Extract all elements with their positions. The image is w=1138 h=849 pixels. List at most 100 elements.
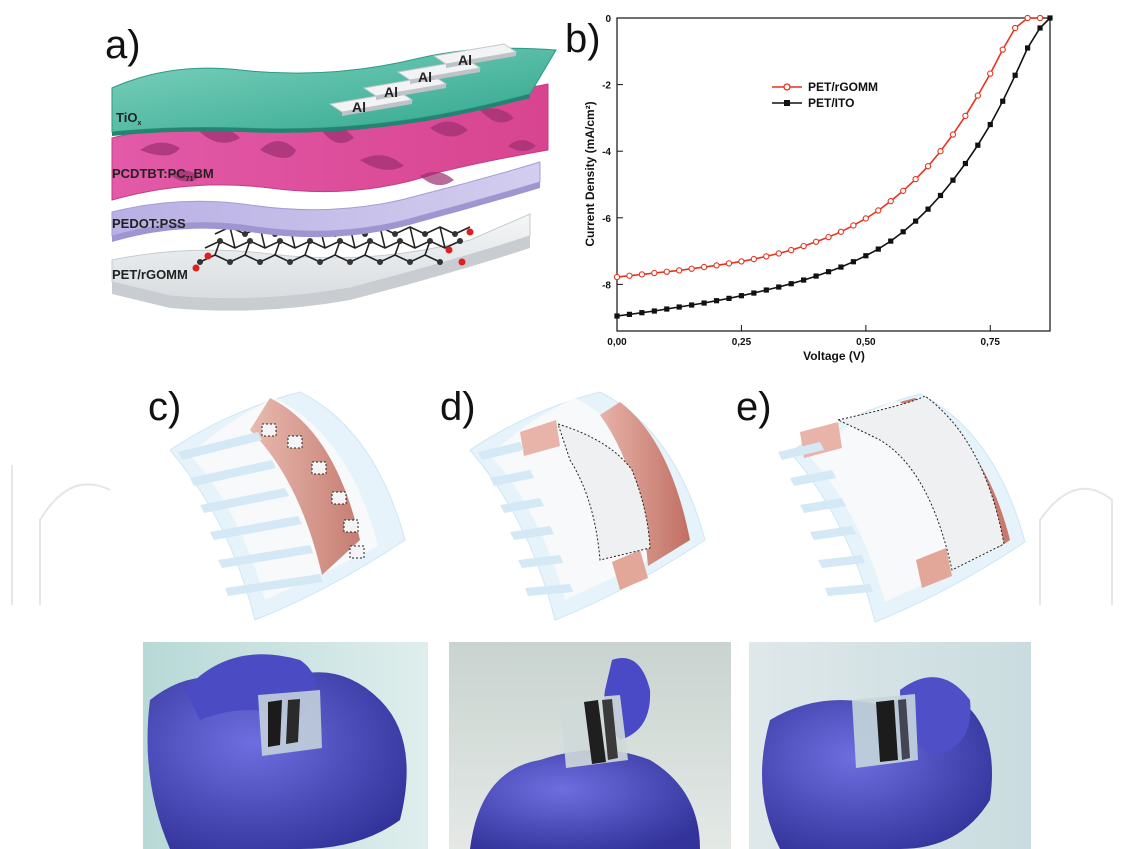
al-label-3: Al	[418, 69, 432, 85]
panel-label-c: c)	[148, 385, 181, 429]
x-tick-label: 0,50	[856, 337, 876, 348]
al-electrodes: Al Al Al Al	[328, 43, 518, 116]
data-point-0	[812, 238, 820, 245]
panel-c-drawing: c)	[148, 385, 406, 621]
data-point-0	[763, 253, 770, 260]
data-point-1	[801, 277, 807, 283]
data-point-1	[950, 177, 956, 183]
data-point-1	[850, 259, 857, 265]
device-e	[852, 694, 918, 768]
data-point-1	[875, 246, 881, 252]
data-point-0	[750, 255, 758, 263]
data-point-0	[837, 228, 845, 235]
data-point-1	[664, 306, 670, 312]
data-point-1	[776, 284, 782, 290]
data-point-1	[689, 302, 695, 308]
legend-label-rgomm: PET/rGOMM	[808, 80, 878, 94]
data-point-1	[888, 238, 894, 244]
panel-label-a: a)	[105, 23, 141, 67]
pedot-layer	[111, 161, 541, 242]
device-c	[258, 690, 322, 756]
data-point-1	[1047, 15, 1053, 21]
data-point-0	[862, 215, 870, 222]
data-point-0	[713, 262, 720, 269]
legend-item-ito: PET/ITO	[772, 96, 854, 110]
data-point-0	[613, 273, 621, 281]
data-point-0	[638, 271, 646, 278]
data-point-1	[1037, 25, 1043, 31]
al-label-2: Al	[384, 84, 398, 100]
device-d	[560, 695, 628, 768]
data-point-0	[987, 70, 994, 77]
data-point-0	[949, 131, 957, 138]
data-point-0	[937, 148, 944, 155]
x-tick-label: 0,00	[607, 337, 627, 348]
data-point-1	[639, 310, 645, 316]
data-point-0	[1024, 14, 1031, 22]
data-point-0	[1012, 24, 1019, 32]
data-point-1	[937, 192, 944, 199]
data-point-1	[651, 308, 657, 314]
y-axis-title: Current Density (mA/cm²)	[583, 101, 597, 246]
y-ticks: 0 -2 -4 -6 -8	[602, 14, 623, 291]
y-tick-label: -8	[602, 280, 611, 291]
legend-label-ito: PET/ITO	[808, 96, 854, 110]
legend-marker-rgomm	[783, 83, 791, 91]
data-point-1	[751, 290, 757, 296]
graphene-atoms	[197, 231, 463, 265]
data-point-1	[626, 311, 633, 317]
data-point-1	[975, 142, 981, 148]
data-point-0	[788, 246, 795, 254]
data-point-0	[676, 267, 683, 274]
data-point-1	[900, 229, 906, 235]
legend-item-rgomm: PET/rGOMM	[772, 80, 878, 94]
data-point-1	[1000, 98, 1006, 104]
data-point-0	[775, 250, 782, 257]
layer-label-tiox: TiOx	[116, 110, 141, 127]
data-point-0	[738, 258, 745, 265]
data-point-0	[924, 163, 932, 170]
data-point-1	[987, 121, 993, 128]
series-layer	[613, 14, 1053, 319]
data-point-0	[887, 197, 894, 205]
layer-label-pedot: PEDOT:PSS	[112, 216, 186, 231]
data-point-0	[999, 46, 1006, 53]
legend: PET/rGOMM PET/ITO	[772, 80, 878, 110]
data-point-0	[688, 265, 695, 272]
data-point-0	[900, 187, 907, 194]
data-point-1	[1025, 45, 1031, 51]
photo-e	[749, 642, 1031, 849]
y-tick-label: -2	[602, 81, 611, 92]
y-tick-label: 0	[605, 14, 611, 25]
panel-a-schematic: a) PET/rGOMM PEDOT:PSS	[105, 23, 557, 311]
data-point-1	[788, 281, 794, 287]
data-point-0	[626, 272, 633, 279]
data-point-1	[838, 264, 844, 270]
data-point-0	[974, 92, 981, 99]
x-axis-title: Voltage (V)	[803, 349, 865, 363]
plot-frame	[616, 17, 1051, 332]
x-tick-label: 0,75	[981, 337, 1001, 348]
data-point-0	[1036, 14, 1044, 22]
data-point-0	[725, 260, 733, 267]
legend-marker-ito	[784, 100, 790, 106]
panel-label-e: e)	[736, 385, 772, 429]
watermark	[11, 465, 1113, 605]
panel-b-chart: b) 0,00 0,25 0,50 0,75 0 -2 -4 -6 -8 Voltage (V…	[565, 14, 1053, 363]
data-point-0	[825, 233, 832, 241]
data-point-1	[863, 253, 869, 259]
y-tick-label: -6	[602, 214, 611, 225]
data-point-0	[912, 176, 919, 183]
data-point-0	[700, 263, 708, 271]
data-point-1	[962, 160, 968, 167]
data-point-0	[651, 269, 658, 277]
substrate-layer	[111, 213, 531, 311]
data-point-0	[663, 268, 670, 275]
x-ticks: 0,00 0,25 0,50 0,75	[607, 325, 1000, 348]
data-point-0	[875, 207, 882, 214]
al-electrode: Al	[396, 59, 482, 85]
data-point-1	[1012, 72, 1018, 78]
data-point-1	[676, 304, 682, 310]
data-point-1	[813, 273, 819, 279]
